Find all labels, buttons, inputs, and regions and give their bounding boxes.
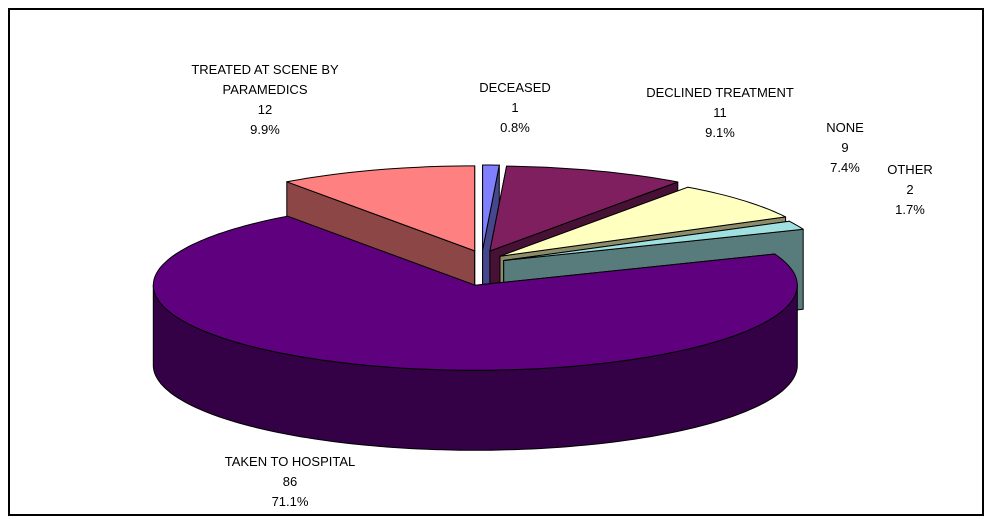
label-percent: 7.4% — [830, 160, 860, 175]
label-name: OTHER — [887, 162, 933, 177]
label-percent: 9.9% — [250, 122, 280, 137]
label-value: 2 — [906, 182, 914, 197]
data-label: OTHER 2 1.7% — [825, 160, 995, 220]
label-percent: 0.8% — [500, 120, 530, 135]
label-percent: 71.1% — [271, 494, 309, 509]
data-label: TAKEN TO HOSPITAL 86 71.1% — [205, 452, 375, 512]
label-name: TREATED AT SCENE BY PARAMEDICS — [191, 62, 339, 97]
slice — [482, 164, 500, 251]
label-percent: 9.1% — [705, 125, 735, 140]
chart-frame — [8, 8, 984, 516]
data-label: DECLINED TREATMENT 11 9.1% — [635, 83, 805, 143]
slice — [152, 215, 798, 371]
label-value: 12 — [257, 102, 273, 117]
label-name: TAKEN TO HOSPITAL — [224, 454, 356, 469]
label-value: 1 — [511, 100, 519, 115]
label-value: 86 — [282, 474, 298, 489]
slice — [489, 165, 679, 252]
label-value: 9 — [841, 140, 849, 155]
slice — [503, 220, 804, 261]
slice — [286, 165, 476, 252]
data-label: NONE 9 7.4% — [760, 118, 930, 178]
label-name: DECLINED TREATMENT — [646, 85, 794, 100]
label-percent: 1.7% — [895, 202, 925, 217]
data-label: TREATED AT SCENE BY PARAMEDICS 12 9.9% — [180, 60, 350, 140]
data-label: DECEASED 1 0.8% — [430, 78, 600, 138]
label-name: NONE — [826, 120, 864, 135]
label-value: 11 — [713, 105, 727, 120]
label-name: DECEASED — [479, 80, 551, 95]
slice — [499, 186, 787, 257]
